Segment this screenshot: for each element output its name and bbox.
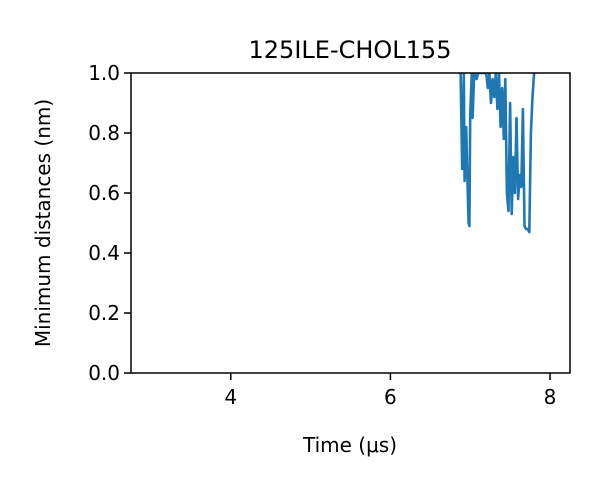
x-tick-label: 4 xyxy=(224,385,237,409)
y-tick-label: 0.6 xyxy=(88,181,120,205)
y-tick-label: 0.8 xyxy=(88,121,120,145)
x-tick-label: 8 xyxy=(544,385,557,409)
x-tick-label: 6 xyxy=(384,385,397,409)
x-axis-ticks: 4 6 8 xyxy=(224,373,556,409)
chart-title: 125ILE-CHOL155 xyxy=(249,36,452,64)
y-tick-label: 0.0 xyxy=(88,361,120,385)
y-axis-ticks: 0.0 0.2 0.4 0.6 0.8 1.0 xyxy=(88,61,131,385)
y-axis-label: Minimum distances (nm) xyxy=(31,99,55,347)
plot-frame xyxy=(130,72,571,374)
y-tick-label: 1.0 xyxy=(88,61,120,85)
y-tick-label: 0.2 xyxy=(88,301,120,325)
y-tick-label: 0.4 xyxy=(88,241,120,265)
x-axis-label: Time (μs) xyxy=(302,433,397,457)
series-line xyxy=(459,73,536,234)
